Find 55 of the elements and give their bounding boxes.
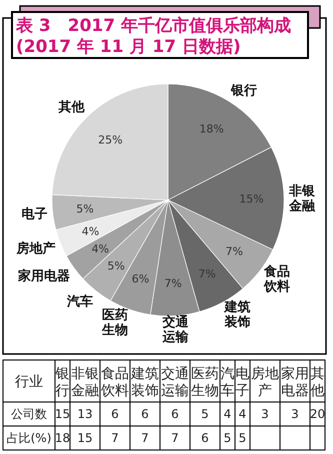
data-label: 7% [164,277,182,290]
data-label: 3 [261,407,269,422]
category-label: 电子 [236,366,250,399]
data-label: 6 [141,407,149,422]
data-label: 4 [238,407,246,422]
slice-label: 食品饮料 [262,264,290,295]
category-label: 医药生物 [191,366,219,399]
slice-label: 非银金融 [288,184,316,214]
data-label: 4% [92,242,110,256]
category-label: 交通运输 [161,366,189,399]
slice-label: 房地产 [16,240,56,256]
data-label: 18% [199,122,224,136]
slice-label: 医药生物 [101,306,128,338]
data-label: 4 [224,407,232,422]
data-label: 20 [310,407,326,422]
data-label: 13 [77,407,93,422]
data-label: 6 [171,407,179,422]
text: 公司数 [11,407,47,422]
slice-label: 其他 [57,100,86,116]
data-label: 25% [98,133,123,146]
data-label: 4% [82,224,100,238]
category-label: 建筑装饰 [130,366,159,399]
data-label: 15% [239,192,264,206]
data-label: 5 [238,431,246,446]
category-label: 银行 [54,366,70,399]
category-label: 非银金融 [71,366,99,399]
slice-label: 电子 [22,207,48,222]
slice-label: 交通运输 [161,314,190,345]
slice-label: 建筑装饰 [224,300,251,330]
slice-label: 家用电器 [16,268,70,284]
slice-label: 汽车 [66,294,93,310]
data-label: 18 [54,431,70,446]
data-label: 6 [111,407,119,422]
text: 占比(%) [6,431,52,446]
chart-title: 表 3 2017 年千亿市值俱乐部构成(2017 年 11 月 17 日数据) [15,16,291,57]
data-label: 6 [201,431,209,446]
category-label: 家用电器 [281,366,309,399]
category-label: 食品饮料 [100,366,129,399]
slice-label: 银行 [230,83,258,98]
data-label: 6% [132,272,150,286]
category-label: 房地产 [251,366,279,399]
text: 行业 [15,374,43,390]
data-label: 7 [111,431,119,446]
data-label: 5% [76,202,94,216]
data-label: 5% [107,259,125,272]
data-label: 3 [291,407,299,422]
category-label: 汽车 [220,366,234,399]
data-label: 15 [54,407,70,422]
data-label: 7 [141,431,149,446]
data-label: 5 [201,407,209,422]
data-label: 5 [224,431,232,446]
category-label: 其他 [310,366,324,399]
data-label: 15 [77,431,93,446]
data-label: 7 [171,431,179,446]
data-label: 7% [225,244,243,258]
